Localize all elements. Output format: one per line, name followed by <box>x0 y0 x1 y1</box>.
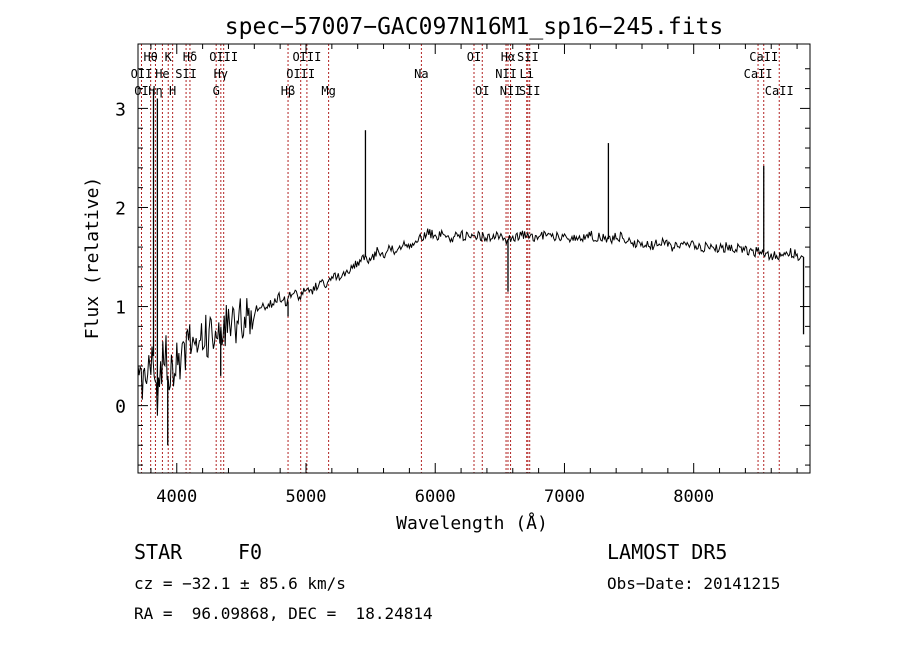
line-marker-label: CaII <box>744 67 773 81</box>
y-tick-label: 1 <box>115 298 126 319</box>
line-marker-label: OI <box>475 84 489 98</box>
line-marker-label: CaII <box>749 50 778 64</box>
line-marker-label: OII <box>131 67 153 81</box>
survey-name: LAMOST DR5 <box>607 540 728 564</box>
line-marker-label: SII <box>519 84 541 98</box>
y-tick-label: 0 <box>115 397 126 418</box>
line-marker-label: OI <box>134 84 148 98</box>
line-marker-label: OIII <box>292 50 321 64</box>
line-marker-label: OIII <box>209 50 238 64</box>
line-marker-label: Hα <box>501 50 515 64</box>
x-tick-label: 7000 <box>544 487 585 507</box>
line-markers <box>140 44 780 473</box>
line-marker-label: Hβ <box>281 84 295 98</box>
observation-date: Obs−Date: 20141215 <box>607 574 781 593</box>
coordinates: RA = 96.09868, DEC = 18.24814 <box>134 604 433 623</box>
y-axis-label: Flux (relative) <box>82 177 103 340</box>
object-class: STAR <box>134 540 183 564</box>
line-marker-label: OI <box>467 50 481 64</box>
line-marker-label: Hθ <box>143 50 157 64</box>
y-tick-label: 2 <box>115 198 126 219</box>
y-tick-label: 3 <box>115 99 126 120</box>
x-tick-label: 5000 <box>286 487 327 507</box>
spectral-subclass: F0 <box>238 540 263 564</box>
x-axis-label: Wavelength (Å) <box>396 512 548 534</box>
line-marker-label: OIII <box>286 67 315 81</box>
line-marker-label: Hη <box>148 84 162 98</box>
line-marker-label: Li <box>519 67 533 81</box>
line-marker-label: NII <box>495 67 517 81</box>
line-marker-label: G <box>213 84 220 98</box>
x-axis: 4000 5000 6000 7000 8000 <box>150 44 798 507</box>
line-marker-label: SII <box>175 67 197 81</box>
spectrum-spikes <box>152 88 805 446</box>
plot-frame <box>137 43 811 474</box>
x-tick-label: 4000 <box>156 487 197 507</box>
x-tick-label: 8000 <box>673 487 714 507</box>
y-axis: 0 1 2 3 <box>115 68 810 466</box>
spectrum-line <box>137 228 804 416</box>
line-marker-label: Hδ <box>183 50 197 64</box>
chart-title: spec−57007−GAC097N16M1_sp16−245.fits <box>225 14 724 40</box>
line-marker-label: Mg <box>321 84 335 98</box>
line-marker-label: Na <box>414 67 428 81</box>
line-marker-label: He <box>155 67 169 81</box>
x-tick-label: 6000 <box>415 487 456 507</box>
line-marker-label: CaII <box>765 84 794 98</box>
line-marker-label: H <box>169 84 176 98</box>
line-marker-labels: Hθ OII OI K He Hη H SII Hδ OIII Hγ G Hβ OIII OIII Mg Na O… <box>131 50 794 98</box>
line-marker-label: Hγ <box>214 67 228 81</box>
line-marker-label: NII <box>500 84 522 98</box>
line-marker-label: K <box>165 50 173 64</box>
line-marker-label: SII <box>517 50 539 64</box>
redshift-velocity: cz = −32.1 ± 85.6 km/s <box>134 574 346 593</box>
